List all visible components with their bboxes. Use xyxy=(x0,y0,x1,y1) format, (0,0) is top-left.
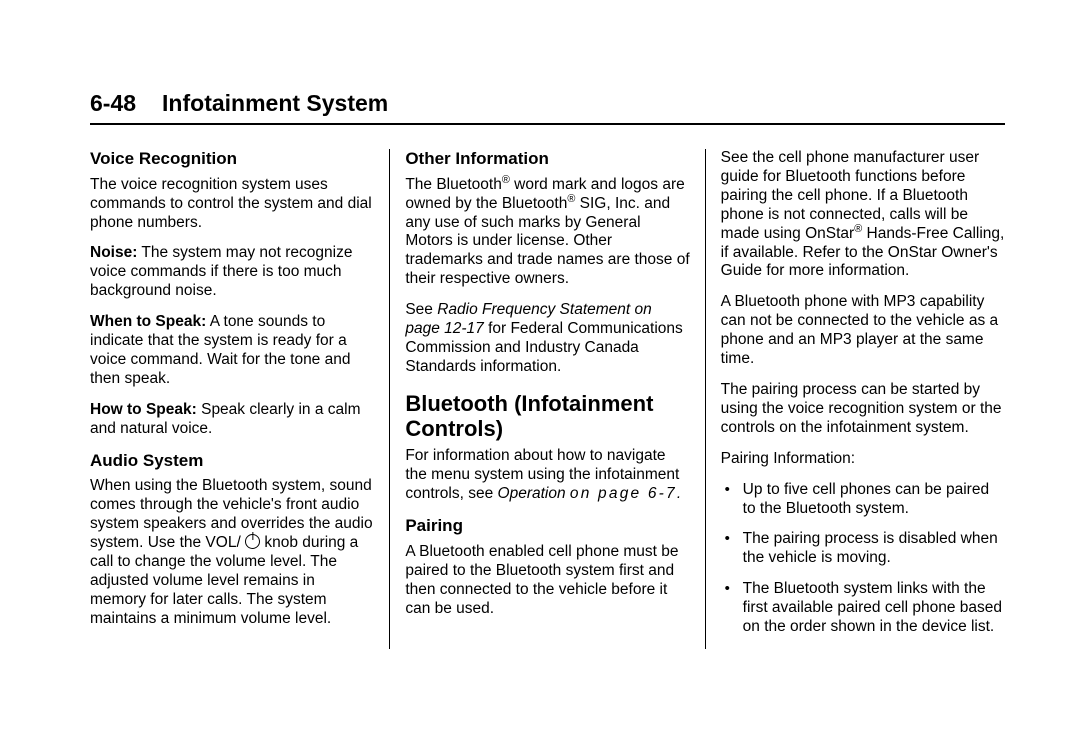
heading-voice-recognition: Voice Recognition xyxy=(90,149,374,170)
heading-bluetooth-controls: Bluetooth (Infotainment Controls) xyxy=(405,391,689,442)
column-2: Other Information The Bluetooth® word ma… xyxy=(389,149,704,649)
how-to-speak-label: How to Speak: xyxy=(90,401,197,418)
other-info-p2: See Radio Frequency Statement on page 12… xyxy=(405,301,689,377)
registered-mark-icon: ® xyxy=(854,222,862,234)
col3-p1: See the cell phone manufacturer user gui… xyxy=(721,149,1005,281)
other-info-p2-pre: See xyxy=(405,301,437,318)
column-3: See the cell phone manufacturer user gui… xyxy=(705,149,1005,649)
heading-other-information: Other Information xyxy=(405,149,689,170)
pairing-p1: A Bluetooth enabled cell phone must be p… xyxy=(405,543,689,619)
list-item: The Bluetooth system links with the firs… xyxy=(721,580,1005,637)
other-info-p1: The Bluetooth® word mark and logos are o… xyxy=(405,176,689,289)
column-1: Voice Recognition The voice recognition … xyxy=(90,149,389,649)
col3-p4: Pairing Information: xyxy=(721,450,1005,469)
col3-p3: The pairing process can be started by us… xyxy=(721,381,1005,438)
list-item: The pairing process is disabled when the… xyxy=(721,530,1005,568)
three-column-layout: Voice Recognition The voice recognition … xyxy=(90,149,1005,649)
page-header: 6-48 Infotainment System xyxy=(90,90,1005,125)
bluetooth-p1: For information about how to navigate th… xyxy=(405,447,689,504)
when-to-speak-paragraph: When to Speak: A tone sounds to indicate… xyxy=(90,313,374,389)
heading-pairing: Pairing xyxy=(405,516,689,537)
voice-recognition-intro: The voice recognition system uses comman… xyxy=(90,176,374,233)
manual-page: 6-48 Infotainment System Voice Recogniti… xyxy=(0,0,1080,756)
list-item: Up to five cell phones can be paired to … xyxy=(721,481,1005,519)
chapter-title: Infotainment System xyxy=(162,90,388,117)
audio-system-paragraph: When using the Bluetooth system, sound c… xyxy=(90,477,374,628)
noise-label: Noise: xyxy=(90,244,137,261)
noise-paragraph: Noise: The system may not recognize voic… xyxy=(90,244,374,301)
heading-audio-system: Audio System xyxy=(90,451,374,472)
col3-p2: A Bluetooth phone with MP3 capability ca… xyxy=(721,293,1005,369)
bluetooth-p1-pageref: on page 6-7. xyxy=(570,485,683,502)
how-to-speak-paragraph: How to Speak: Speak clearly in a calm an… xyxy=(90,401,374,439)
registered-mark-icon: ® xyxy=(502,174,510,186)
other-info-p1-pre: The Bluetooth xyxy=(405,176,502,193)
power-icon xyxy=(245,534,260,549)
pairing-info-list: Up to five cell phones can be paired to … xyxy=(721,481,1005,637)
when-to-speak-label: When to Speak: xyxy=(90,313,206,330)
page-number: 6-48 xyxy=(90,90,136,117)
bluetooth-p1-operation: Operation xyxy=(498,485,566,502)
